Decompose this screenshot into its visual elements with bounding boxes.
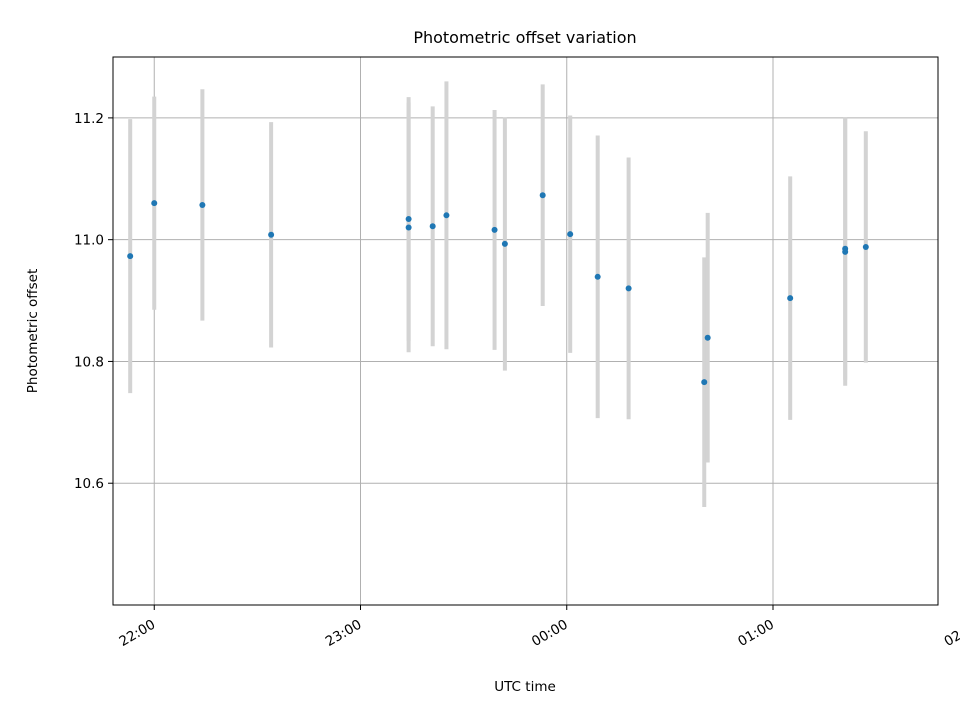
plot-frame [112,56,939,606]
x-axis-label: UTC time [494,679,556,695]
data-point [501,240,508,247]
data-point [405,215,412,222]
data-point [268,231,275,238]
y-tick-label: 10.8 [74,354,104,370]
data-point [704,334,711,341]
data-point [594,273,601,280]
data-point [127,253,134,260]
grid [113,57,938,605]
y-axis-label: Photometric offset [25,269,41,393]
data-point [405,224,412,231]
data-point [787,295,794,302]
data-point [151,200,158,207]
y-tick-label: 10.6 [74,476,104,492]
data-point [567,231,574,238]
data-point [539,192,546,199]
data-point [443,212,450,219]
data-point [491,226,498,233]
chart-title: Photometric offset variation [413,28,636,47]
y-tick-label: 11.0 [74,233,104,249]
data-point [625,285,632,292]
y-tick-label: 11.2 [74,111,104,127]
data-points [127,192,869,386]
data-point [701,379,708,386]
data-point [842,248,849,255]
data-point [199,201,206,208]
data-point [429,223,436,230]
data-point [862,243,869,250]
